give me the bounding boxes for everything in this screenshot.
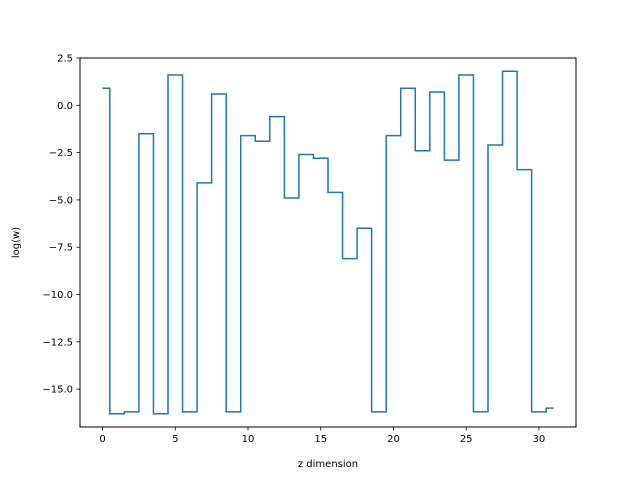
y-axis-label: log(w) [11,227,22,258]
y-tick-label: −5.0 [49,195,73,206]
x-tick-label: 20 [387,434,400,445]
y-tick-label: −2.5 [49,148,73,159]
y-tick-label: −10.0 [42,290,73,301]
x-tick-label: 0 [99,434,105,445]
x-tick-label: 5 [172,434,178,445]
y-tick-label: 0.0 [57,101,73,112]
x-tick-label: 15 [314,434,327,445]
x-tick-label: 25 [460,434,473,445]
y-tick-label: −7.5 [49,243,73,254]
y-tick-label: 2.5 [57,54,73,65]
plot-frame [79,57,577,428]
ticks-layer: 0 5 10 15 20 25 30 2.5 0.0 −2.5 −5.0 −7.5 −10.0 −12.5… [42,54,545,446]
y-tick-label: −12.5 [42,337,73,348]
y-tick-label: −15.0 [42,385,73,396]
series-layer [102,70,554,415]
x-axis-label: z dimension [298,459,358,470]
x-tick-label: 10 [242,434,255,445]
x-tick-label: 30 [533,434,546,445]
series-line-0 [102,70,554,415]
